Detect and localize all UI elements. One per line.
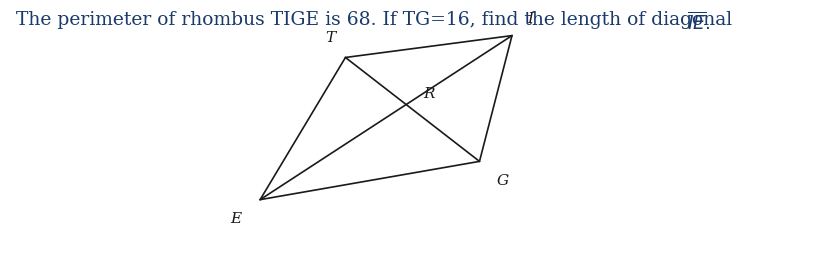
Text: T: T xyxy=(325,31,335,45)
Text: G: G xyxy=(496,174,508,187)
Text: The perimeter of rhombus TIGE is 68. If TG=16, find the length of diagonal: The perimeter of rhombus TIGE is 68. If … xyxy=(17,11,738,29)
Text: E: E xyxy=(230,212,241,226)
Text: $\overline{IE}$.: $\overline{IE}$. xyxy=(686,11,710,34)
Text: R: R xyxy=(422,86,434,101)
Text: I: I xyxy=(527,12,532,26)
